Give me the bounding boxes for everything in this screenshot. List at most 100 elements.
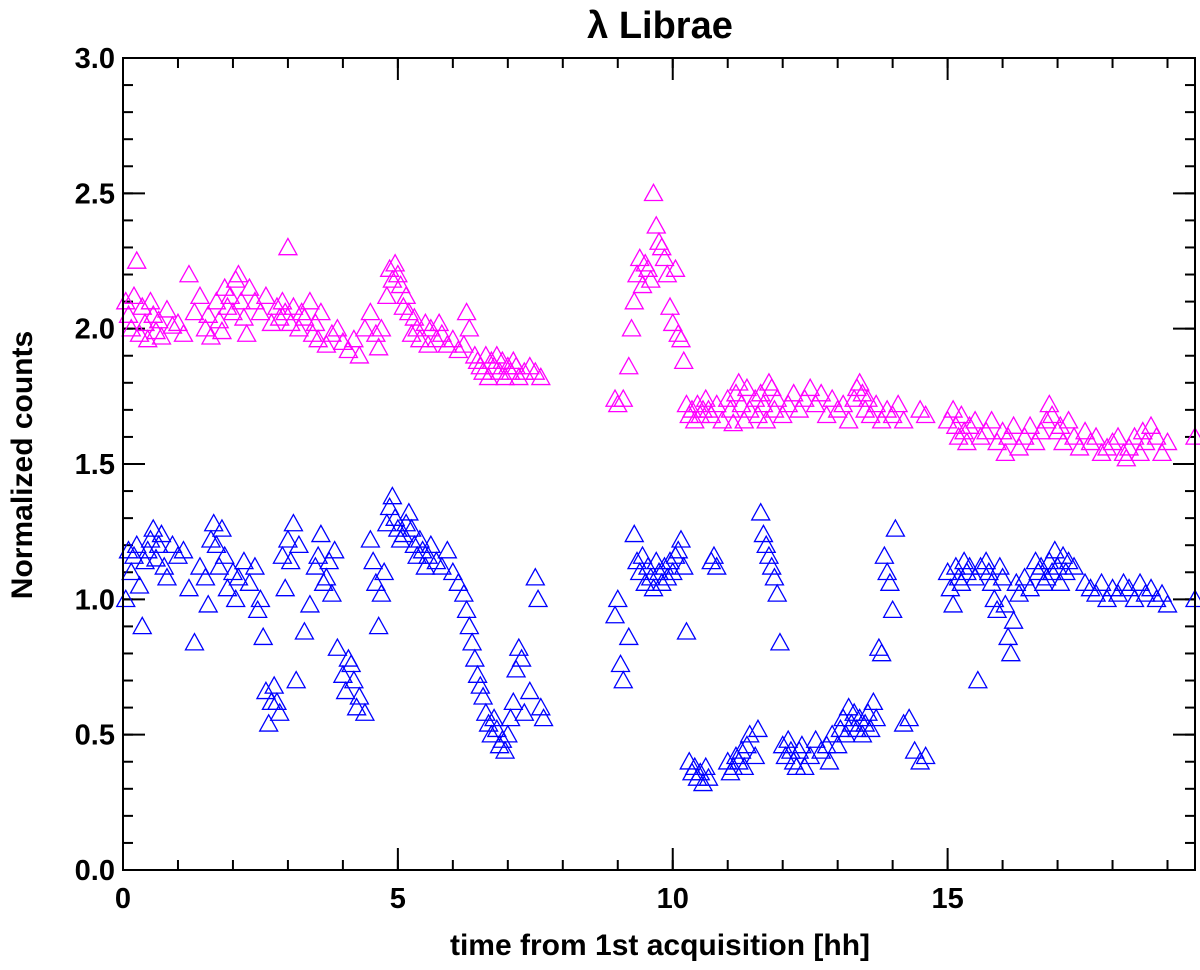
data-point — [1063, 556, 1085, 575]
data-point — [363, 551, 384, 570]
data-point — [1003, 415, 1024, 434]
data-point — [393, 524, 414, 543]
data-point — [343, 329, 364, 348]
data-point — [835, 724, 857, 743]
data-point — [764, 567, 785, 586]
data-point — [1151, 442, 1173, 462]
data-point — [868, 637, 890, 656]
data-point — [767, 388, 788, 407]
data-point — [239, 572, 260, 591]
data-point — [1000, 643, 1021, 662]
data-point — [321, 583, 343, 602]
data-point — [418, 545, 439, 564]
data-point — [811, 383, 832, 402]
data-point — [143, 518, 164, 537]
data-point — [1140, 578, 1162, 597]
data-point — [734, 756, 755, 775]
data-point — [1157, 594, 1178, 613]
data-point — [294, 307, 315, 326]
data-point — [1036, 410, 1057, 429]
data-point — [335, 681, 356, 700]
data-point — [349, 686, 370, 705]
data-point — [420, 318, 441, 337]
data-point — [723, 756, 744, 775]
data-point — [692, 773, 714, 792]
data-point — [893, 713, 914, 732]
data-point — [464, 648, 485, 667]
data-point — [1008, 437, 1030, 456]
data-point — [299, 594, 321, 613]
data-point — [148, 310, 169, 329]
data-point — [1033, 572, 1054, 591]
data-point — [882, 404, 903, 424]
data-point — [915, 404, 936, 424]
data-point — [453, 583, 474, 602]
data-point — [899, 708, 920, 727]
data-point — [247, 599, 268, 619]
data-point — [140, 529, 161, 548]
data-point — [530, 367, 551, 386]
data-point — [997, 626, 1019, 646]
data-point — [761, 556, 782, 575]
data-point — [893, 410, 914, 429]
data-point — [1008, 583, 1030, 602]
data-point — [459, 318, 480, 337]
data-point — [255, 681, 277, 700]
data-point — [992, 567, 1013, 586]
data-point — [253, 626, 274, 646]
data-point — [640, 269, 661, 288]
data-point — [964, 410, 986, 429]
data-point — [888, 394, 909, 413]
data-point — [753, 524, 774, 543]
data-point — [1074, 421, 1096, 440]
data-point — [629, 561, 650, 581]
data-point — [126, 534, 147, 554]
data-point — [426, 329, 447, 348]
data-point — [217, 578, 238, 597]
data-point — [956, 432, 977, 451]
data-point — [621, 318, 642, 337]
data-point — [745, 388, 766, 407]
data-point — [951, 572, 972, 591]
data-point — [294, 621, 315, 640]
x-tick-labels: 0 5 10 15 — [115, 883, 964, 915]
data-point — [269, 702, 290, 721]
data-point — [514, 702, 535, 721]
axis-ticks — [122, 57, 1195, 871]
data-point — [668, 540, 689, 559]
x-axis-label: time from 1st acquisition [hh] — [450, 929, 870, 962]
data-point — [264, 675, 285, 694]
data-point — [382, 486, 403, 505]
data-point — [401, 323, 422, 342]
data-point — [657, 567, 678, 586]
data-point — [299, 291, 321, 310]
y-tick-label: 1.5 — [75, 449, 115, 481]
data-point — [343, 670, 364, 689]
data-point — [964, 567, 986, 586]
data-point — [533, 708, 554, 727]
data-point — [198, 594, 219, 613]
data-point — [211, 321, 233, 340]
data-point — [505, 659, 527, 678]
data-point — [1107, 583, 1129, 602]
data-point — [624, 291, 645, 310]
data-point — [756, 534, 777, 554]
data-point — [673, 350, 694, 369]
data-point — [706, 394, 727, 413]
data-point — [371, 318, 392, 337]
data-point — [275, 578, 296, 597]
data-point — [503, 691, 524, 711]
data-point — [255, 285, 277, 305]
data-point — [1014, 426, 1035, 445]
data-point — [1014, 567, 1035, 586]
data-point — [280, 551, 301, 570]
data-point — [327, 318, 348, 337]
data-point — [959, 415, 980, 434]
data-point — [376, 285, 397, 305]
data-point — [816, 404, 837, 424]
data-point — [407, 545, 428, 564]
data-point — [819, 751, 840, 770]
data-point — [258, 713, 279, 732]
data-point — [277, 237, 299, 256]
data-point — [1041, 561, 1063, 581]
